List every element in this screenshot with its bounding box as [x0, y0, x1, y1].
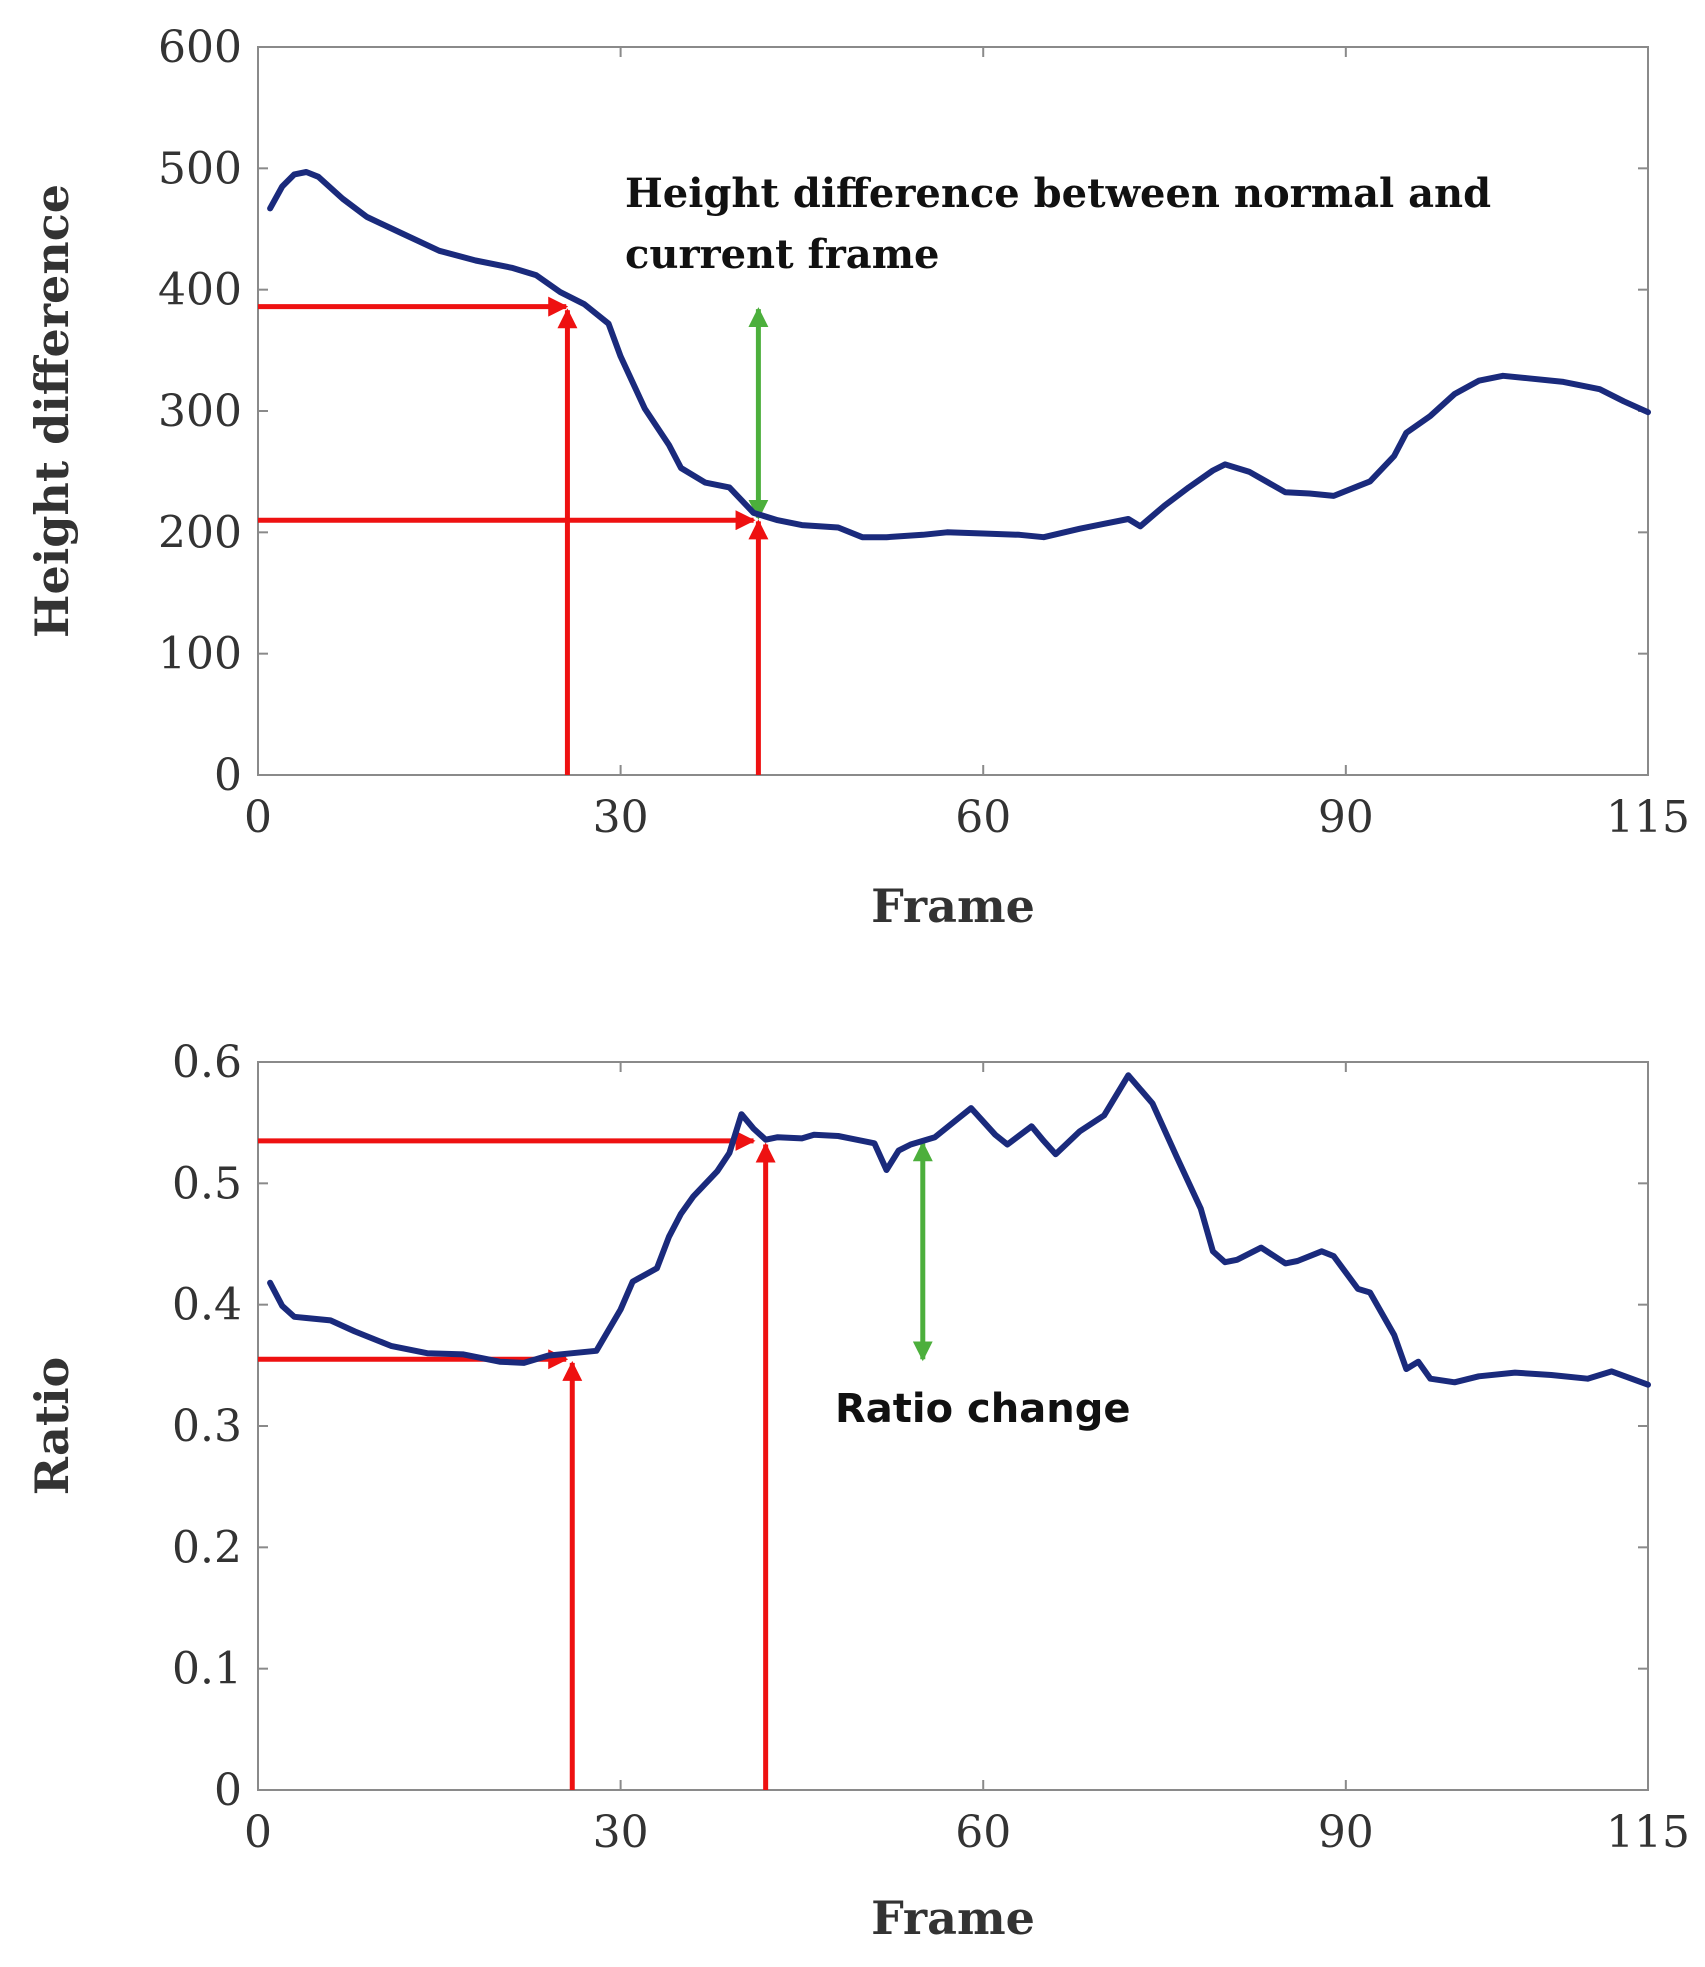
x-tick-label-bottom-115: 115 [1606, 1807, 1690, 1858]
y-tick-label-top-1: 100 [158, 629, 242, 680]
y-tick-label-top-2: 200 [158, 507, 242, 558]
x-tick-label-bottom-60: 60 [955, 1807, 1011, 1858]
height-difference-line [267, 169, 1651, 541]
reference-arrows-top [258, 296, 769, 775]
ratio-chart: 0 30 60 90 115 0 0.1 0.2 0.3 0.4 0.5 0.6 Ratio chan… [25, 1037, 1690, 1945]
y-tick-label-bottom-3: 0.3 [172, 1401, 242, 1452]
x-axis-title-bottom: Frame [871, 1891, 1035, 1945]
x-tick-label-bottom-30: 30 [593, 1807, 649, 1858]
y-tick-label-bottom-0: 0 [214, 1765, 242, 1816]
annotation-ratio-change: Ratio change [835, 1386, 1130, 1432]
y-tick-label-top-0: 0 [214, 750, 242, 801]
height-difference-chart: 0 30 60 90 115 0 100 200 300 400 500 600 Height dif… [25, 22, 1690, 933]
x-tick-label-top-60: 60 [955, 792, 1011, 843]
y-tick-label-bottom-6: 0.6 [172, 1037, 242, 1088]
y-tick-label-bottom-4: 0.4 [172, 1280, 242, 1331]
ticks-top: 0 30 60 90 115 0 100 200 300 400 500 600 [158, 22, 1690, 843]
x-tick-label-bottom-0: 0 [244, 1807, 272, 1858]
y-axis-title-top: Height difference [25, 184, 79, 638]
x-tick-label-bottom-90: 90 [1318, 1807, 1374, 1858]
ratio-line [267, 1072, 1651, 1388]
y-tick-label-bottom-1: 0.1 [172, 1644, 242, 1695]
y-tick-label-bottom-2: 0.2 [172, 1522, 242, 1573]
x-tick-label-top-115: 115 [1606, 792, 1690, 843]
y-tick-label-top-4: 400 [158, 265, 242, 316]
y-tick-label-top-3: 300 [158, 386, 242, 437]
annotation-line-2: current frame [625, 231, 940, 278]
ticks-bottom: 0 30 60 90 115 0 0.1 0.2 0.3 0.4 0.5 0.6 [172, 1037, 1690, 1858]
reference-arrows-bottom [258, 1130, 933, 1790]
x-tick-label-top-0: 0 [244, 792, 272, 843]
y-tick-label-top-6: 600 [158, 22, 242, 73]
y-tick-label-bottom-5: 0.5 [172, 1158, 242, 1209]
x-tick-label-top-90: 90 [1318, 792, 1374, 843]
annotation-line-1: Height difference between normal and [625, 170, 1491, 217]
x-tick-label-top-30: 30 [593, 792, 649, 843]
y-axis-title-bottom: Ratio [25, 1357, 79, 1496]
x-axis-title-top: Frame [871, 879, 1035, 933]
y-tick-label-top-5: 500 [158, 143, 242, 194]
